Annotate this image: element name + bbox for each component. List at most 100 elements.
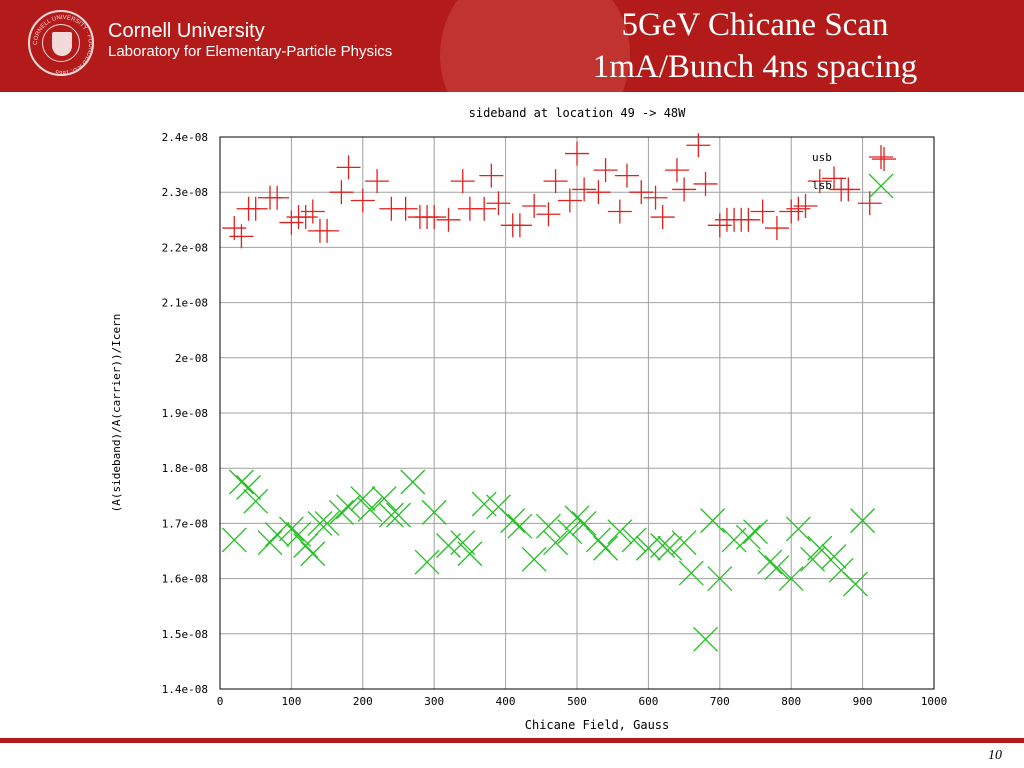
y-tick-label: 2.1e-08 <box>162 297 208 310</box>
legend-label-lsb: lsb <box>812 179 832 192</box>
data-point-lsb <box>521 546 547 572</box>
legend-cross-icon <box>868 173 894 199</box>
data-point-usb <box>422 205 447 230</box>
university-lockup: Cornell University Laboratory for Elemen… <box>108 20 392 62</box>
x-tick-label: 0 <box>217 695 224 708</box>
legend-label-usb: usb <box>812 151 832 164</box>
data-point-lsb <box>721 527 747 553</box>
data-point-lsb <box>557 519 583 545</box>
data-point-usb <box>315 218 340 243</box>
data-point-usb <box>736 207 761 232</box>
data-point-usb <box>672 177 697 202</box>
slide-title-line2: 1mA/Bunch 4ns spacing <box>592 49 918 85</box>
data-point-lsb <box>585 527 611 553</box>
data-point-lsb <box>243 488 269 514</box>
data-point-lsb <box>693 626 718 652</box>
data-point-usb <box>643 185 668 210</box>
data-point-lsb <box>507 513 533 539</box>
x-tick-label: 700 <box>710 695 730 708</box>
footer-rule <box>0 738 1024 743</box>
data-point-usb <box>293 205 318 230</box>
data-point-usb <box>365 169 390 194</box>
data-point-usb <box>607 199 632 224</box>
x-tick-label: 900 <box>853 695 873 708</box>
data-point-lsb <box>735 524 761 550</box>
x-tick-label: 1000 <box>921 695 948 708</box>
data-point-lsb <box>671 530 697 556</box>
data-point-lsb <box>357 497 383 523</box>
data-point-lsb <box>807 535 833 561</box>
slide-title: 5GeV Chicane Scan 1mA/Bunch 4ns spacing <box>520 4 990 88</box>
data-point-lsb <box>328 499 354 525</box>
data-point-usb <box>572 177 597 202</box>
faded-medallion-image <box>440 0 630 92</box>
data-point-lsb <box>778 566 804 592</box>
university-name: Cornell University <box>108 20 265 42</box>
x-tick-label: 200 <box>353 695 373 708</box>
data-point-usb <box>450 169 475 194</box>
slide-header: CORNELL UNIVERSITY · FOUNDED A.D. 1865 C… <box>0 0 1024 92</box>
data-point-lsb <box>421 499 447 525</box>
data-point-lsb <box>471 491 497 517</box>
legend-marker-lsb <box>868 173 894 199</box>
data-point-usb <box>807 169 832 194</box>
y-tick-label: 1.9e-08 <box>162 407 208 420</box>
series-layer <box>221 133 897 652</box>
data-point-usb <box>243 196 268 221</box>
shield-icon <box>52 32 72 56</box>
data-point-usb <box>486 191 511 216</box>
data-point-lsb <box>707 566 733 592</box>
x-axis-label: Chicane Field, Gauss <box>525 718 670 732</box>
data-point-lsb <box>236 475 262 500</box>
data-point-lsb <box>293 533 319 558</box>
data-point-lsb <box>843 571 868 597</box>
x-tick-label: 500 <box>567 695 587 708</box>
data-point-lsb <box>371 486 397 512</box>
data-point-lsb <box>400 469 426 495</box>
x-tick-label: 300 <box>424 695 444 708</box>
data-point-usb <box>750 199 775 224</box>
data-point-lsb <box>257 530 283 556</box>
data-point-usb <box>614 163 639 188</box>
data-point-lsb <box>286 521 311 547</box>
data-point-lsb <box>650 533 676 558</box>
data-point-lsb <box>450 530 476 556</box>
data-point-usb <box>279 210 304 235</box>
data-point-lsb <box>821 544 847 569</box>
data-point-lsb <box>757 549 783 575</box>
data-point-usb <box>522 194 547 218</box>
x-tick-label: 800 <box>781 695 801 708</box>
data-point-usb <box>593 158 618 183</box>
y-tick-label: 2.4e-08 <box>162 131 208 144</box>
data-point-usb <box>557 188 582 213</box>
chart-legend: usb lsb <box>812 145 894 199</box>
data-point-lsb <box>607 519 633 545</box>
x-tick-label: 600 <box>638 695 658 708</box>
data-point-usb <box>629 180 654 205</box>
data-point-usb <box>565 141 589 166</box>
data-point-lsb <box>621 527 647 553</box>
slide-title-line1: 5GeV Chicane Scan <box>621 7 889 43</box>
data-point-lsb <box>221 527 247 553</box>
data-point-usb <box>686 133 711 158</box>
data-point-usb <box>300 199 325 224</box>
sideband-scatter-chart: 0 100 200 300 400 500 600 700 800 900 1000 1.4e-08 1… <box>110 106 948 732</box>
y-axis-label: (A(sideband)/A(carrier))/Icern <box>110 314 123 513</box>
data-point-lsb <box>278 516 304 542</box>
data-point-usb <box>822 166 847 191</box>
data-point-usb <box>472 196 497 221</box>
y-tick-label: 2.3e-08 <box>162 186 208 199</box>
data-point-usb <box>336 155 361 180</box>
data-point-lsb <box>764 555 790 581</box>
data-point-usb <box>664 158 689 183</box>
data-point-lsb <box>336 494 361 520</box>
data-point-usb <box>650 205 675 230</box>
y-tick-label: 1.4e-08 <box>162 683 208 696</box>
data-point-usb <box>229 224 254 249</box>
data-point-usb <box>507 213 532 238</box>
data-point-usb <box>872 147 897 172</box>
data-point-usb <box>350 188 375 213</box>
data-point-lsb <box>743 519 768 545</box>
data-point-lsb <box>350 486 376 512</box>
y-tick-label: 2.2e-08 <box>162 241 208 254</box>
